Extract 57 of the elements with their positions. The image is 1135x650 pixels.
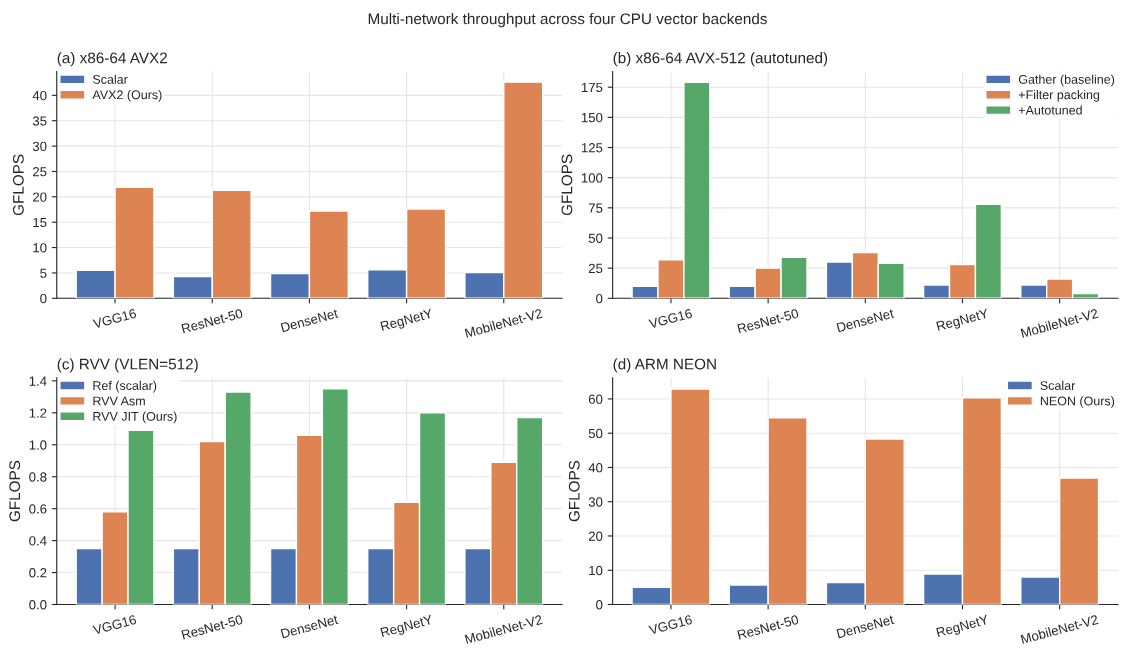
legend-label: AVX2 (Ours): [92, 90, 162, 102]
y-tick-label: 50: [588, 428, 603, 439]
y-axis-title: GFLOPS: [9, 460, 21, 522]
y-tick-label: 0: [596, 293, 603, 304]
y-tick-label: 25: [33, 167, 47, 177]
y-tick-label: 10: [33, 243, 47, 253]
y-tick-label: 5: [40, 268, 47, 278]
y-axis-title: GFLOPS: [561, 154, 573, 216]
y-tick-label: 0: [40, 293, 47, 304]
y-tick-label: 20: [33, 192, 47, 202]
y-tick-label: 15: [33, 217, 47, 228]
y-tick-label: 30: [32, 141, 47, 151]
y-tick-label: 125: [581, 143, 603, 153]
y-axis-title: GFLOPS: [568, 460, 580, 522]
y-tick-label: 1.4: [29, 376, 47, 386]
y-tick-label: 50: [588, 233, 603, 243]
y-tick-label: 60: [588, 394, 603, 404]
y-tick-label: 30: [588, 497, 603, 507]
legend-label: NEON (Ours): [1040, 396, 1115, 408]
chart-title: (b) x86-64 AVX-512 (autotuned): [613, 52, 828, 67]
y-tick-label: 25: [588, 263, 603, 274]
legend-label: Scalar: [1040, 380, 1076, 390]
y-tick-label: 1.2: [29, 408, 47, 418]
y-tick-label: 10: [589, 565, 603, 576]
y-tick-label: 75: [588, 203, 603, 213]
y-tick-label: 0: [596, 600, 603, 610]
y-tick-label: 175: [581, 82, 603, 93]
x-tick-label: VGG16: [92, 614, 137, 635]
x-tick-label: VGG16: [92, 308, 137, 329]
y-tick-label: 0.4: [29, 536, 47, 546]
legend-label: Ref (scalar): [93, 380, 157, 393]
y-tick-label: 0.8: [29, 472, 47, 482]
legend-label: +Autotuned: [1018, 105, 1082, 115]
y-tick-label: 40: [588, 463, 603, 473]
y-tick-label: 1.0: [29, 440, 47, 450]
legend-label: Gather (baseline): [1018, 74, 1115, 87]
legend-label: Scalar: [92, 74, 128, 84]
legend-label: RVV Asm: [93, 396, 145, 406]
y-tick-label: 20: [588, 531, 603, 541]
y-tick-label: 0.2: [29, 568, 47, 578]
y-axis-title: GFLOPS: [12, 154, 24, 216]
text: Multi-network throughput across four CPU vector backends: [368, 13, 767, 28]
y-tick-label: 0.0: [29, 600, 47, 610]
y-tick-label: 0.6: [29, 504, 47, 514]
x-tick-label: RegNetY: [936, 614, 990, 640]
x-tick-label: VGG16: [648, 614, 693, 635]
y-tick-label: 100: [581, 173, 603, 183]
legend-label: RVV JIT (Ours): [93, 411, 177, 424]
y-tick-label: 40: [32, 90, 47, 101]
chart-title: (a) x86-64 AVX2: [57, 52, 167, 67]
y-tick-label: 35: [32, 116, 47, 126]
y-tick-label: 150: [581, 112, 603, 123]
chart-title: (d) ARM NEON: [613, 358, 716, 373]
x-tick-label: RegNetY: [380, 614, 434, 640]
legend-label: +Filter packing: [1018, 90, 1100, 102]
chart-title: (c) RVV (VLEN=512): [57, 358, 198, 373]
x-tick-label: VGG16: [648, 308, 693, 329]
